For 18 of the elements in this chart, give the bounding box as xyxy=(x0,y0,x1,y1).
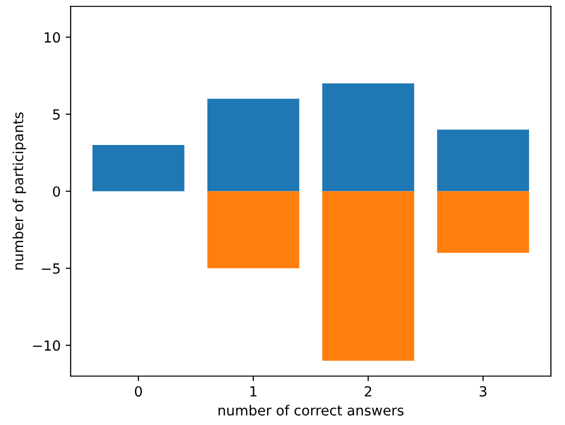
y-axis-title: number of participants xyxy=(12,112,26,270)
bar xyxy=(207,191,300,268)
x-tick-label: 1 xyxy=(250,386,256,396)
x-tick-label: 3 xyxy=(480,386,486,397)
x-tick-label: 2 xyxy=(364,386,372,396)
bar xyxy=(207,98,300,192)
y-tick-label: −10 xyxy=(33,340,60,351)
bar xyxy=(437,191,530,253)
y-tick-label: 10 xyxy=(44,32,60,43)
y-tick-label: 5 xyxy=(53,109,60,120)
bar xyxy=(92,145,184,192)
y-tick-label: 0 xyxy=(52,186,60,197)
y-tick-label: −5 xyxy=(42,263,60,274)
x-axis-title: number of correct answers xyxy=(218,404,404,416)
bar xyxy=(322,191,414,361)
bar xyxy=(322,83,414,192)
x-tick-label: 0 xyxy=(134,386,142,397)
bar xyxy=(437,130,530,192)
